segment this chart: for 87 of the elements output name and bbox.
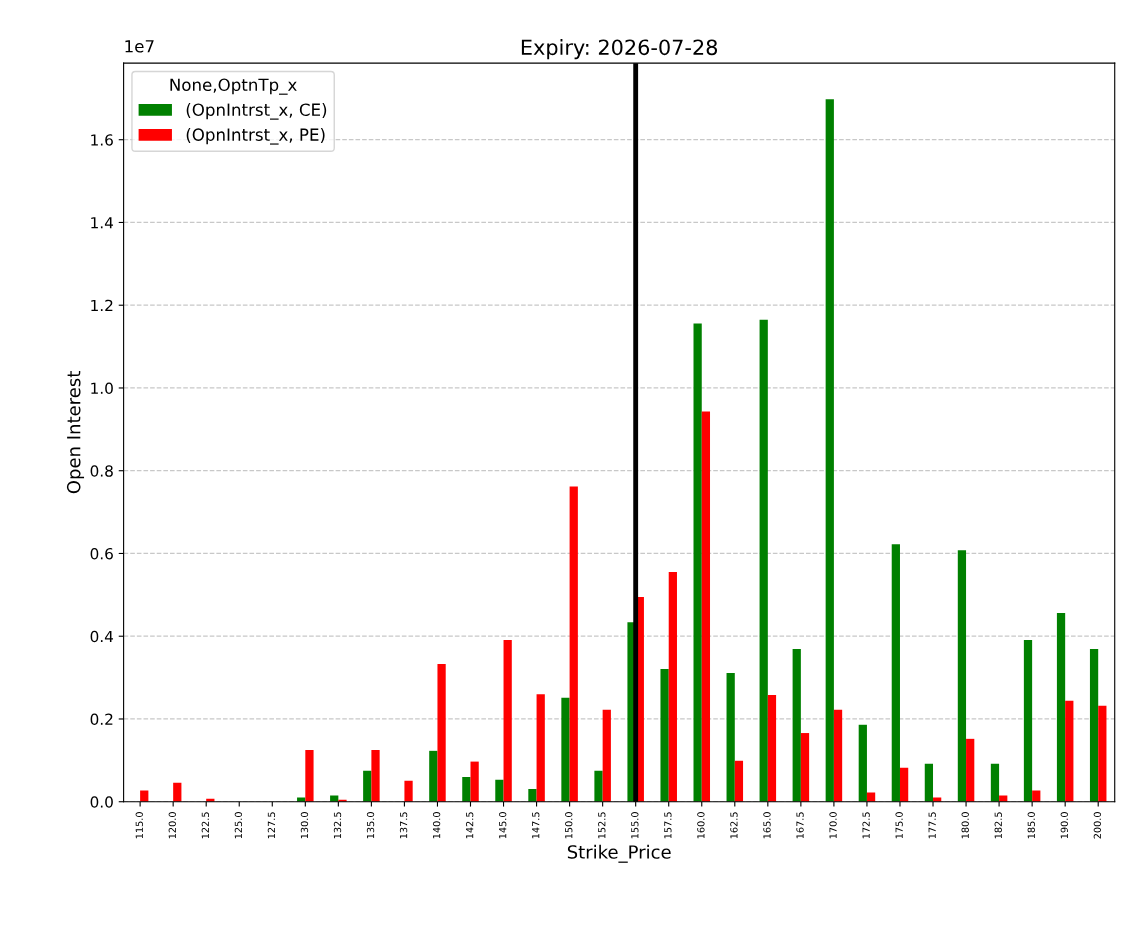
bar xyxy=(462,776,471,802)
text: 1e7 xyxy=(125,40,154,53)
x-tick-label: 200.0 xyxy=(1093,812,1102,839)
x-tick-label: 157.5 xyxy=(664,812,672,839)
x-tick-label: 130.0 xyxy=(300,812,309,839)
bar xyxy=(668,572,677,802)
x-tick-label: 175.0 xyxy=(895,812,903,839)
x-tick-label: 167.5 xyxy=(796,812,804,839)
legend-title: None,OptnTp_x xyxy=(170,78,297,95)
legend-label: (OpnIntrst_x, PE) xyxy=(186,128,325,145)
x-tick-label: 152.5 xyxy=(598,812,606,839)
x-tick-label: 180.0 xyxy=(961,812,969,839)
x-tick-label: 140.0 xyxy=(432,812,441,839)
x-tick-label: 137.5 xyxy=(399,812,408,839)
bar xyxy=(924,763,934,802)
bar xyxy=(569,486,578,802)
bar xyxy=(528,788,537,802)
bar xyxy=(1056,613,1066,802)
y-tick-label: 0.4 xyxy=(90,630,114,643)
x-tick-label: 160.0 xyxy=(697,812,705,839)
bar xyxy=(966,738,975,802)
chart-title: Expiry: 2026-07-28 xyxy=(521,39,718,60)
bar xyxy=(858,724,867,802)
y-tick-label: 1.0 xyxy=(91,382,113,394)
bar xyxy=(701,411,711,802)
y-tick-label: 0.0 xyxy=(90,796,113,808)
x-tick-label: 135.0 xyxy=(366,812,375,839)
x-tick-label: 125.0 xyxy=(234,812,243,839)
x-tick-label: 147.5 xyxy=(532,812,540,839)
y-tick-label: 0.6 xyxy=(90,547,113,560)
x-tick-label: 122.5 xyxy=(201,812,210,839)
x-tick-label: 150.0 xyxy=(565,812,573,839)
bar xyxy=(660,668,669,802)
y-tick-label: 0.8 xyxy=(90,465,113,477)
bar xyxy=(305,750,314,802)
bar xyxy=(363,770,372,802)
bar xyxy=(470,761,479,802)
x-tick-label: 185.0 xyxy=(1027,812,1035,839)
x-tick-label: 155.0 xyxy=(631,812,639,839)
bar xyxy=(602,709,611,802)
bar xyxy=(833,709,843,802)
y-tick-label: 1.6 xyxy=(91,134,113,146)
bar xyxy=(561,697,570,802)
bar xyxy=(1065,700,1074,802)
y-tick-label: 1.2 xyxy=(91,299,113,312)
x-tick-label: 182.5 xyxy=(994,812,1002,839)
bar xyxy=(1098,705,1107,802)
x-tick-label: 165.0 xyxy=(763,812,771,839)
x-tick-label: 115.0 xyxy=(135,812,143,839)
bar xyxy=(957,550,967,802)
x-tick-label: 120.0 xyxy=(168,812,176,839)
x-tick-label: 162.5 xyxy=(730,812,738,839)
bar xyxy=(594,770,603,802)
bar xyxy=(792,649,801,802)
bar xyxy=(825,99,834,802)
y-tick-label: 1.4 xyxy=(91,217,114,229)
bar xyxy=(767,694,777,802)
bar xyxy=(734,760,744,802)
x-tick-label: 172.5 xyxy=(862,812,870,839)
bar xyxy=(1023,639,1033,802)
x-tick-label: 127.5 xyxy=(267,812,276,839)
bar xyxy=(1089,649,1099,802)
bar xyxy=(899,767,909,802)
bar xyxy=(371,750,380,802)
x-tick-label: 142.5 xyxy=(465,812,474,839)
bar xyxy=(800,733,810,802)
bar xyxy=(693,323,702,802)
bar xyxy=(437,663,446,802)
bar xyxy=(429,750,438,802)
x-tick-label: 190.0 xyxy=(1060,812,1068,839)
bar xyxy=(404,780,413,802)
bar xyxy=(990,763,1000,802)
bar xyxy=(759,319,768,802)
bar xyxy=(536,694,545,802)
bar xyxy=(891,544,900,802)
bar xyxy=(173,782,182,802)
y-tick-label: 0.2 xyxy=(90,713,113,725)
bar xyxy=(495,779,504,802)
legend-label: (OpnIntrst_x, CE) xyxy=(186,103,327,120)
bar xyxy=(503,639,512,802)
y-axis-title: Open Interest xyxy=(66,371,85,494)
x-tick-label: 145.0 xyxy=(499,812,507,839)
x-tick-label: 132.5 xyxy=(333,812,342,839)
x-tick-label: 177.5 xyxy=(928,812,936,839)
x-tick-label: 170.0 xyxy=(829,812,837,839)
x-axis-title: Strike_Price xyxy=(567,844,671,863)
bar xyxy=(726,673,735,802)
